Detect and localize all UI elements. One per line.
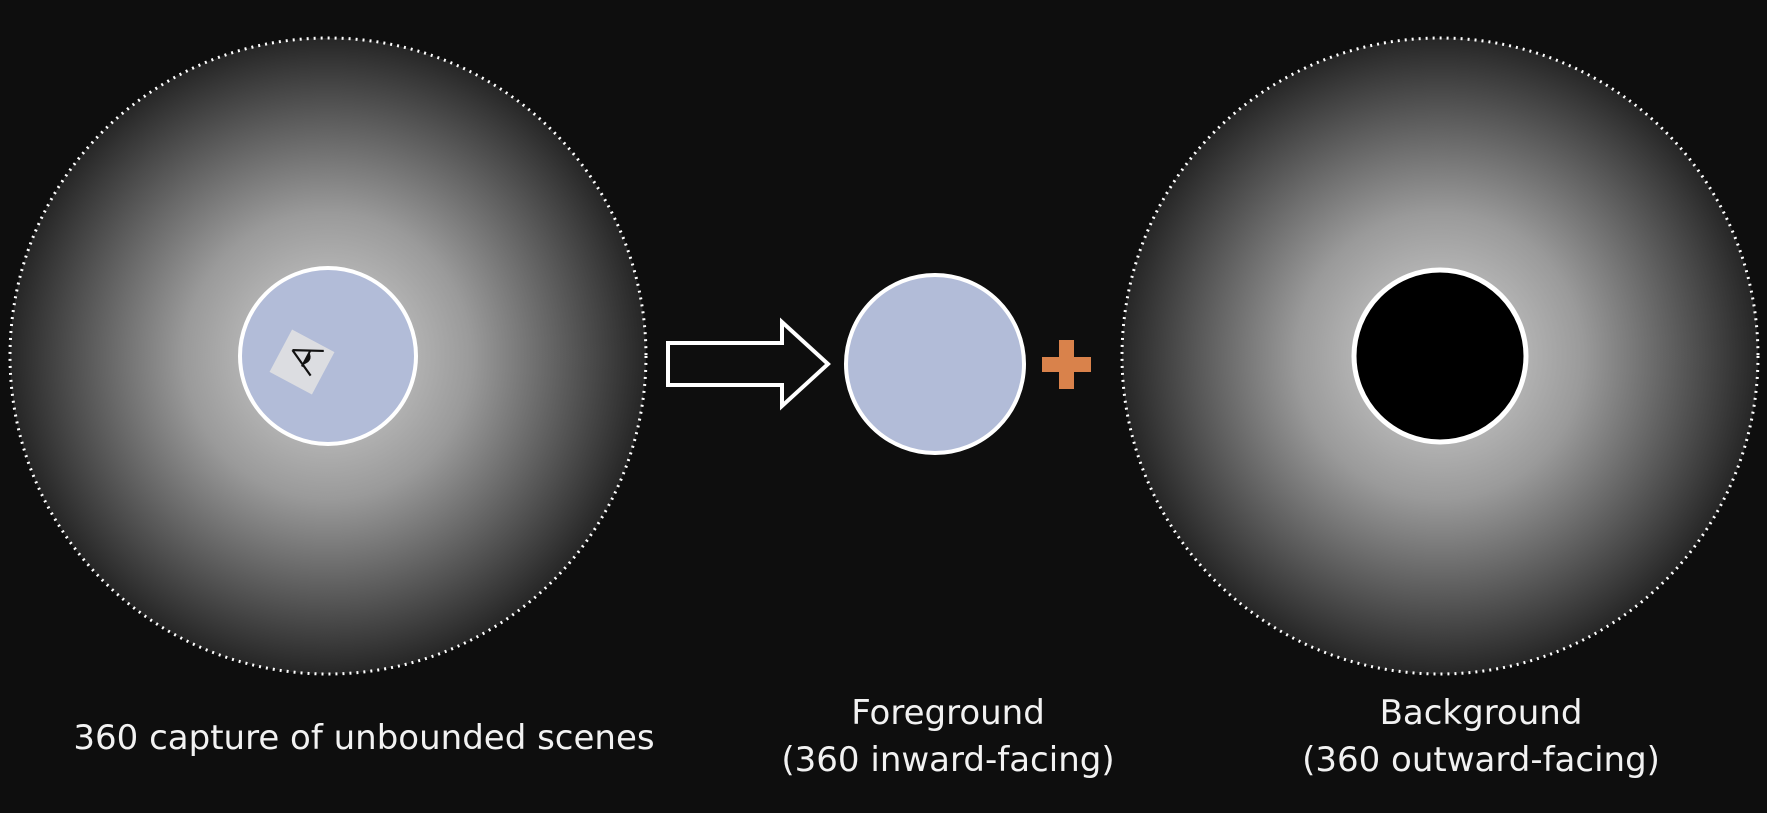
background-hole (1351, 267, 1529, 445)
plus-icon (1042, 340, 1091, 389)
caption-unbounded-scene: 360 capture of unbounded scenes (73, 715, 654, 762)
background-scene-group (1120, 36, 1760, 676)
caption-background: Background (360 outward-facing) (1302, 690, 1660, 784)
caption-foreground-title: Foreground (851, 693, 1045, 733)
eye-camera-icon (269, 329, 335, 395)
foreground-disk (844, 273, 1026, 455)
caption-background-title: Background (1379, 693, 1583, 733)
caption-unbounded-scene-text: 360 capture of unbounded scenes (73, 718, 655, 758)
caption-foreground-subtitle: (360 inward-facing) (781, 740, 1115, 780)
caption-background-subtitle: (360 outward-facing) (1302, 740, 1660, 780)
caption-foreground: Foreground (360 inward-facing) (781, 690, 1114, 784)
unbounded-scene-group (8, 36, 648, 676)
right-arrow-icon (666, 317, 831, 411)
